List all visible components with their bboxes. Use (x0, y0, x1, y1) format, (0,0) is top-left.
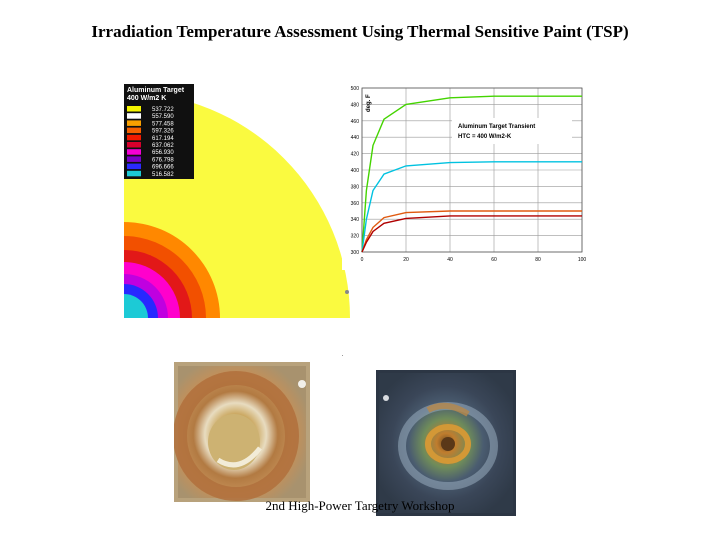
x-tick-labels: 0 20 40 60 80 100 (361, 257, 587, 263)
y-tick-labels: 300 320 340 360 380 400 420 440 460 480 500 (351, 86, 360, 256)
y-tick-label: 300 (351, 250, 360, 256)
y-tick-label: 340 (351, 217, 360, 223)
temperature-contour-plot: Aluminum Target 400 W/m2 K 537.722557.59… (124, 84, 350, 318)
series-line-2 (361, 161, 582, 253)
chart-title: Aluminum Target Transient (458, 124, 535, 130)
legend-value: 597.326 (152, 129, 174, 135)
legend-value: 617.194 (152, 136, 174, 142)
y-tick-label: 380 (351, 184, 360, 190)
legend-swatch (127, 113, 141, 119)
series-line-1 (361, 95, 582, 253)
y-tick-label: 400 (351, 168, 360, 174)
y-tick-label: 460 (351, 119, 360, 125)
legend-value: 577.458 (152, 121, 174, 127)
x-tick-label: 80 (535, 257, 541, 263)
chart-annotation-box (452, 118, 572, 144)
y-tick-label: 360 (351, 201, 360, 207)
legend-swatch (127, 120, 141, 126)
legend-swatch (127, 163, 141, 170)
y-tick-label: 320 (351, 234, 360, 240)
legend-value: 637.062 (152, 143, 174, 149)
chart-subtitle: HTC = 400 W/m2-K (458, 134, 512, 140)
legend-swatch (127, 106, 141, 112)
marker-dot (342, 355, 343, 356)
slide-title: Irradiation Temperature Assessment Using… (91, 22, 629, 41)
legend-title-line1: Aluminum Target (127, 87, 185, 94)
y-axis-label: deg. F (366, 94, 372, 112)
tsp-sample-photo-blue (376, 370, 516, 516)
transient-temperature-chart: 300 320 340 360 380 400 420 440 460 480 500 0 20 40 6… (342, 84, 588, 270)
legend-value: 656.930 (152, 150, 174, 156)
legend-swatch (127, 134, 141, 141)
series-line-3 (361, 210, 582, 253)
x-tick-label: 60 (491, 257, 497, 263)
legend-value: 696.666 (152, 165, 174, 171)
legend-swatch (127, 149, 141, 155)
x-tick-label: 0 (361, 257, 364, 263)
x-tick-label: 20 (403, 257, 409, 263)
y-tick-label: 440 (351, 135, 360, 141)
legend-swatch (127, 170, 141, 177)
legend-value: 557.590 (152, 114, 174, 120)
chart-series (361, 95, 582, 253)
y-tick-label: 500 (351, 86, 360, 92)
legend-swatch (127, 156, 141, 162)
contour-band (124, 294, 148, 318)
legend-value: 537.722 (152, 107, 174, 113)
edge-marker (345, 290, 349, 294)
tsp-sample-photo-brown (174, 362, 310, 502)
legend-title-line2: 400 W/m2 K (127, 95, 166, 102)
x-tick-label: 100 (578, 257, 587, 263)
series-line-4 (361, 215, 582, 253)
legend-value: 676.798 (152, 157, 174, 163)
slide-footer: 2nd High-Power Targetry Workshop (265, 498, 455, 513)
legend-swatch (127, 142, 141, 148)
x-tick-label: 40 (447, 257, 453, 263)
legend-swatch (127, 127, 141, 134)
y-tick-label: 480 (351, 102, 360, 108)
y-tick-label: 420 (351, 152, 360, 158)
legend-value: 516.582 (152, 172, 174, 178)
